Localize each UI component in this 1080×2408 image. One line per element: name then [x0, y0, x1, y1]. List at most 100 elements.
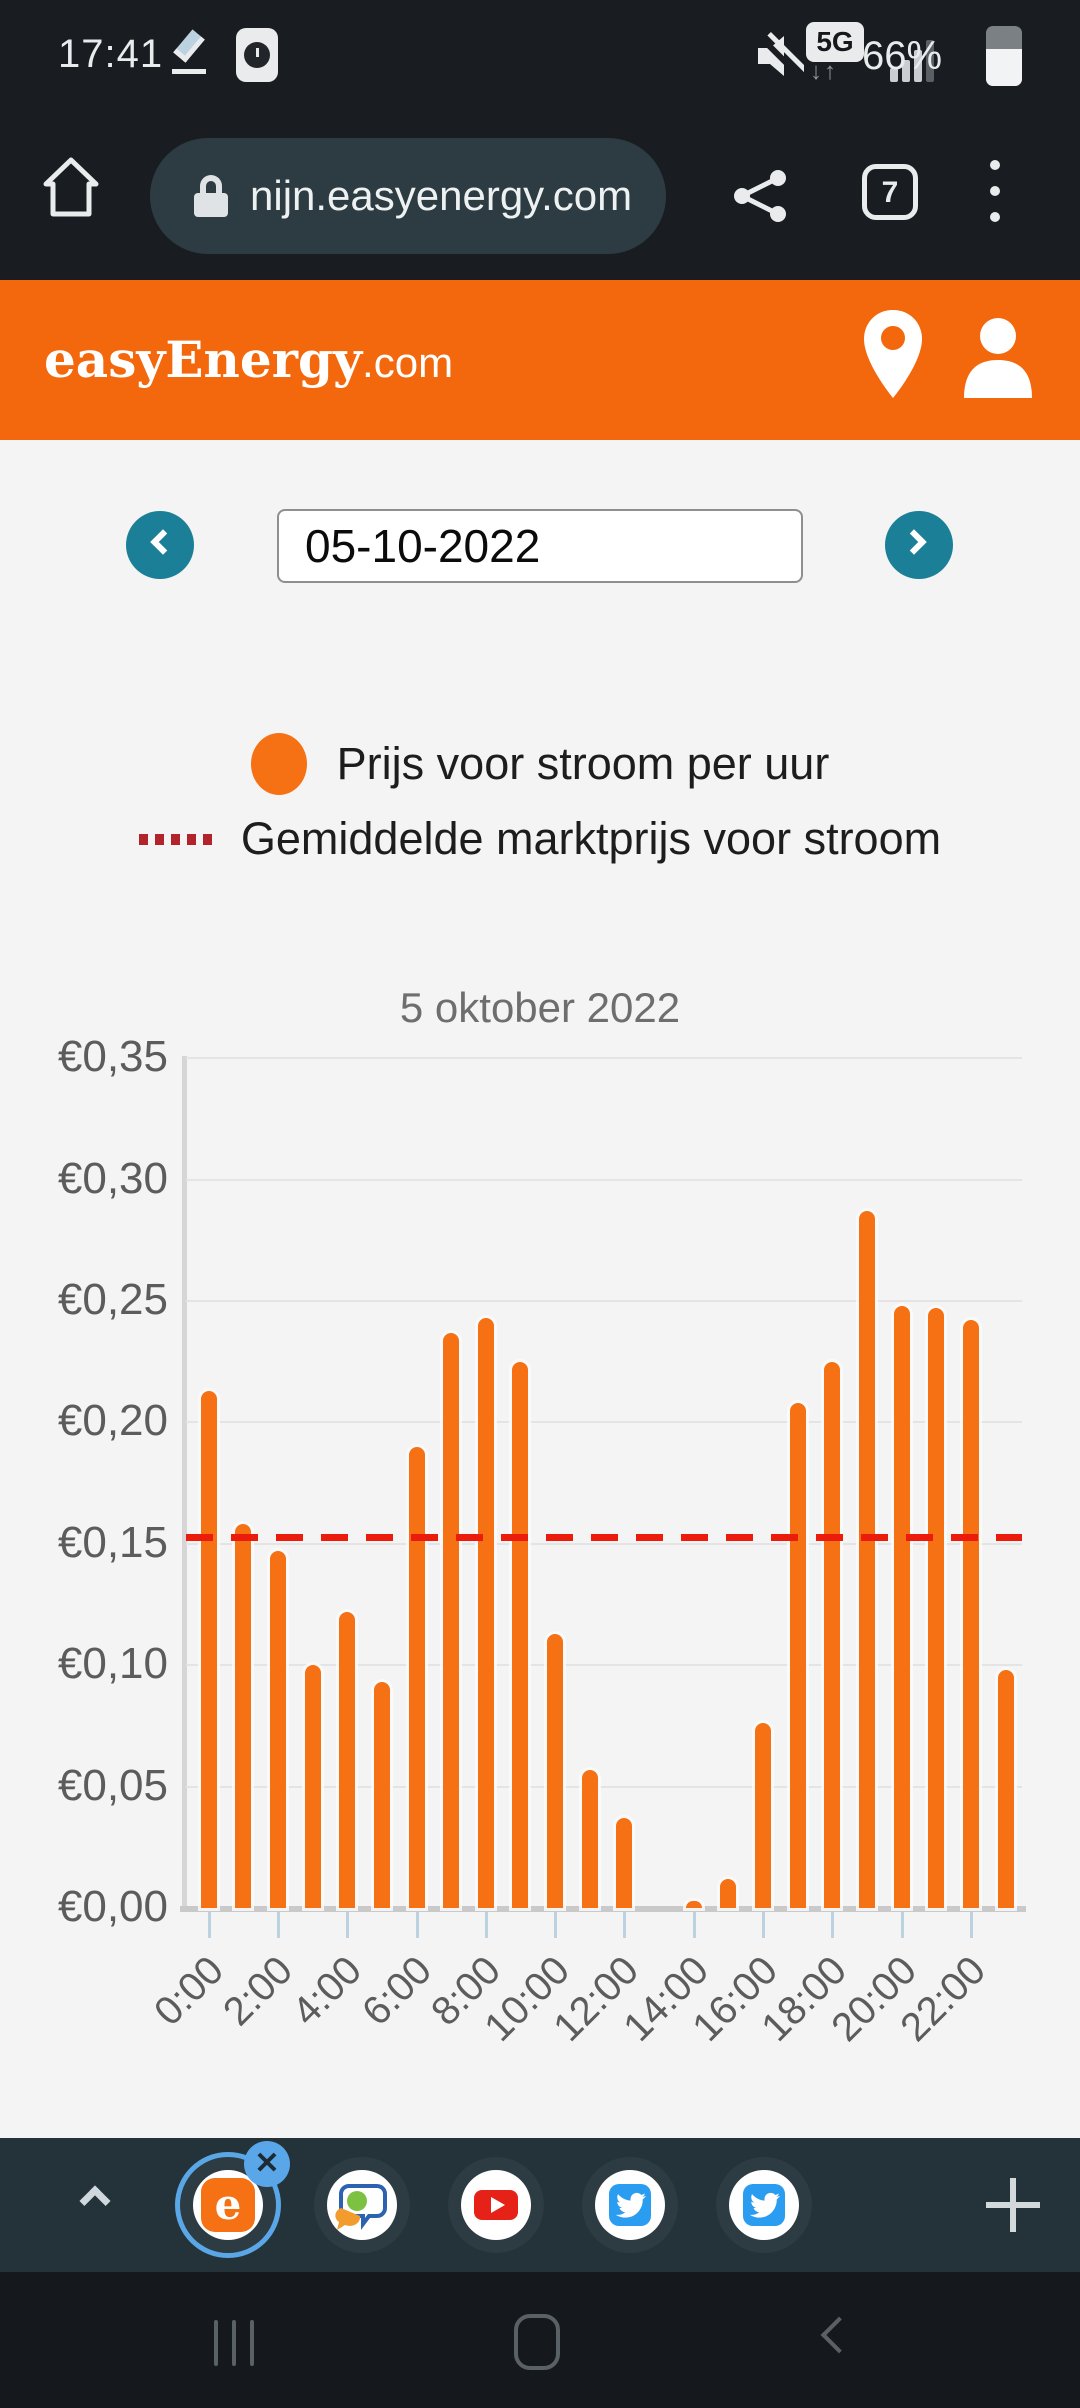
y-axis-tick-label: €0,10 — [57, 1639, 168, 1689]
price-bar-hour-21[interactable] — [928, 1308, 945, 1908]
url-bar[interactable]: nijn.easyenergy.com — [150, 138, 666, 254]
collapse-toolbar-icon[interactable] — [78, 2185, 114, 2217]
price-bar-hour-3[interactable] — [304, 1665, 321, 1908]
price-bar-hour-5[interactable] — [373, 1682, 390, 1908]
site-header: easyEnergy.com — [0, 280, 1080, 440]
legend-item-price: Prijs voor stroom per uur — [0, 732, 1080, 796]
chart-title: 5 oktober 2022 — [399, 984, 681, 1031]
price-bar-hour-23[interactable] — [997, 1670, 1014, 1908]
x-axis-tick — [831, 1912, 835, 1938]
bubble-chat[interactable] — [314, 2157, 410, 2253]
price-bar-hour-0[interactable] — [200, 1390, 217, 1908]
gridline — [186, 1785, 1022, 1788]
checkmark-notification-icon — [172, 29, 214, 74]
home-nav-icon[interactable] — [514, 2314, 560, 2370]
y-axis-tick-label: €0,25 — [57, 1275, 168, 1324]
easyenergy-bubble-icon: e — [201, 2178, 255, 2232]
y-axis-line — [182, 1056, 187, 1910]
battery-percentage: 66% — [862, 34, 943, 78]
chat-bubble-icon — [335, 2184, 387, 2230]
next-day-button[interactable] — [885, 511, 953, 579]
price-bar-hour-4[interactable] — [339, 1611, 356, 1908]
price-bar-hour-15[interactable] — [720, 1878, 737, 1908]
average-price-line — [186, 1534, 1022, 1542]
x-axis-tick — [762, 1912, 765, 1938]
price-bar-hour-8[interactable] — [477, 1317, 494, 1908]
twitter-icon — [743, 2184, 785, 2226]
price-bar-hour-20[interactable] — [893, 1305, 910, 1908]
legend-price-label: Prijs voor stroom per uur — [336, 738, 830, 789]
price-bar-hour-14[interactable] — [685, 1900, 702, 1908]
x-axis-tick — [484, 1912, 488, 1938]
secure-lock-icon — [194, 175, 228, 217]
legend-item-average: Gemiddelde marktprijs voor stroom — [0, 812, 1080, 866]
price-bar-hour-10[interactable] — [547, 1633, 564, 1908]
y-axis-tick-label: €0,05 — [57, 1760, 168, 1810]
youtube-icon — [474, 2190, 518, 2220]
price-bar-hour-11[interactable] — [581, 1769, 598, 1908]
recents-nav-icon[interactable] — [214, 2320, 258, 2366]
x-axis-tick — [900, 1912, 904, 1938]
price-bar-hour-16[interactable] — [755, 1723, 771, 1908]
signal-strength-icon — [890, 40, 938, 82]
close-bubble-icon[interactable]: ✕ — [244, 2141, 290, 2187]
x-axis-tick — [623, 1912, 627, 1938]
status-bar: 17:41 5G ↓↑ 66% — [0, 0, 1080, 112]
legend-orange-dot-icon — [250, 733, 307, 795]
price-bar-hour-17[interactable] — [789, 1402, 806, 1908]
x-axis-tick — [692, 1912, 696, 1938]
x-axis-tick — [415, 1912, 419, 1938]
gridline — [186, 1057, 1022, 1060]
back-nav-icon[interactable] — [820, 2316, 858, 2354]
system-navigation-bar — [0, 2272, 1080, 2408]
price-bar-hour-12[interactable] — [616, 1818, 633, 1908]
x-axis-line — [180, 1906, 1026, 1912]
y-axis-tick-label: €0,30 — [57, 1153, 168, 1203]
price-bar-hour-9[interactable] — [512, 1361, 529, 1908]
date-input[interactable] — [277, 509, 803, 583]
x-axis-tick — [346, 1912, 350, 1938]
y-axis-tick-label: €0,20 — [57, 1396, 168, 1446]
x-axis-tick — [207, 1912, 211, 1938]
price-bar-hour-2[interactable] — [269, 1551, 286, 1908]
x-axis-tick — [554, 1912, 558, 1938]
url-text[interactable]: nijn.easyenergy.com — [250, 172, 633, 219]
bubble-twitter-2[interactable] — [716, 2157, 812, 2253]
browser-menu-icon[interactable] — [990, 160, 1000, 224]
y-axis-tick-label: €0,35 — [57, 1032, 168, 1082]
account-icon[interactable] — [958, 314, 1038, 398]
y-axis-tick-label: €0,00 — [57, 1882, 168, 1931]
gridline — [186, 1178, 1022, 1181]
gridline — [186, 1542, 1022, 1545]
gridline — [186, 1664, 1022, 1667]
chevron-right-icon — [901, 529, 927, 555]
price-bar-hour-19[interactable] — [858, 1211, 875, 1908]
battery-icon — [986, 26, 1022, 86]
bubble-twitter-1[interactable] — [582, 2157, 678, 2253]
home-icon[interactable] — [42, 156, 100, 218]
y-axis-tick-label: €0,15 — [57, 1517, 168, 1567]
clock-app-notification-icon — [236, 28, 278, 82]
bubble-youtube[interactable] — [448, 2157, 544, 2253]
bubble-easyenergy-active[interactable]: e ✕ — [180, 2141, 290, 2253]
price-bar-hour-22[interactable] — [962, 1320, 979, 1908]
price-bar-hour-7[interactable] — [443, 1332, 460, 1908]
chevron-left-icon — [150, 529, 176, 555]
bubble-toolbar: e ✕ — [0, 2138, 1080, 2272]
site-logo[interactable]: easyEnergy.com — [44, 330, 454, 389]
x-axis-tick — [276, 1912, 280, 1938]
price-bar-hour-6[interactable] — [408, 1446, 425, 1908]
gridline — [186, 1300, 1022, 1302]
network-activity-arrows: ↓↑ — [810, 58, 838, 85]
price-bar-hour-1[interactable] — [235, 1524, 252, 1908]
price-bar-hour-18[interactable] — [824, 1361, 841, 1908]
tab-counter-button[interactable]: 7 — [862, 164, 918, 220]
legend-average-label: Gemiddelde marktprijs voor stroom — [240, 813, 942, 864]
x-axis-tick — [969, 1912, 973, 1938]
twitter-icon — [609, 2184, 651, 2226]
share-icon[interactable] — [732, 168, 788, 224]
previous-day-button[interactable] — [126, 511, 194, 579]
location-pin-icon[interactable] — [862, 308, 924, 400]
add-bubble-icon[interactable] — [986, 2178, 1040, 2232]
sound-muted-icon — [758, 31, 804, 82]
